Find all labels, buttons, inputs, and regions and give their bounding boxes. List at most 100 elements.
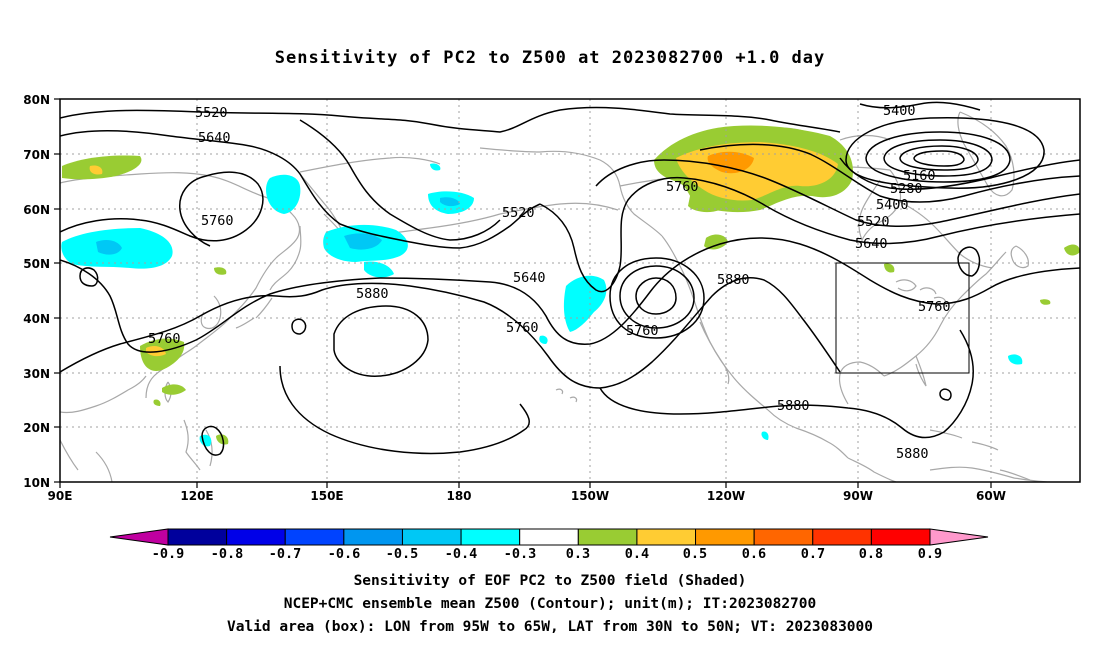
coastline-labrador: [899, 201, 993, 269]
colorbar-box: [636, 528, 697, 546]
coastline-caribbean: [929, 429, 1031, 481]
lat-tick-label: 50N: [23, 257, 50, 271]
coastline-siberia-east: [299, 156, 441, 173]
contour-5760-west-low: [60, 171, 264, 247]
colorbar-box: [167, 528, 228, 546]
colorbar-label: -0.3: [504, 546, 537, 562]
latitude-labels: 80N 70N 60N 50N 40N 30N 20N 10N: [23, 93, 50, 490]
contour-5640-main: [539, 176, 1080, 293]
contour-5880-pacific-high: [333, 305, 429, 377]
colorbar-label: -0.5: [386, 546, 419, 562]
contour-5640-north: [60, 129, 541, 249]
contour-label: 5160: [903, 168, 936, 184]
contour-5520-east: [595, 159, 1080, 227]
colorbar-boxes: [167, 528, 931, 546]
contour-label: 5520: [195, 105, 228, 121]
longitude-labels: 90E 120E 150E 180 150W 120W 90W 60W: [48, 489, 1006, 503]
lon-tick-label: 90W: [843, 489, 873, 503]
coastline-na-east: [883, 251, 1007, 377]
lat-tick-label: 20N: [23, 421, 50, 435]
coastline-japan: [235, 225, 302, 329]
contour-label: 5280: [890, 181, 923, 197]
coastline-baja: [699, 321, 730, 385]
plot-title: Sensitivity of PC2 to Z500 at 2023082700…: [274, 48, 826, 68]
coastline-florida: [915, 355, 927, 387]
contour-5760-main: [60, 237, 1080, 353]
coastline-china-south: [60, 375, 147, 414]
coastline-na-west: [661, 235, 769, 411]
colorbar-box: [401, 528, 462, 546]
contour-5880-subtropic: [60, 276, 841, 389]
colorbar-label: -0.4: [445, 546, 478, 562]
contour-label: 5760: [918, 299, 951, 315]
contour-5760-pacific-low-mid: [619, 265, 695, 329]
positive-sensitivity-regions: [62, 125, 1080, 445]
lat-tick-label: 10N: [23, 476, 50, 490]
coastline-newfoundland: [1010, 245, 1029, 269]
map-area: 5520 5640 5760 5400 5160 5280 5400 5520 …: [60, 99, 1080, 482]
colorbar-box: [284, 528, 345, 546]
contour-5160-low-4: [899, 145, 979, 171]
coastline-central-america: [847, 457, 897, 482]
contour-label: 5880: [356, 286, 389, 302]
colorbar-box: [460, 528, 521, 546]
lat-lon-grid: [60, 99, 1080, 482]
lon-tick-label: 60W: [976, 489, 1006, 503]
caption-line-2: NCEP+CMC ensemble mean Z500 (Contour); u…: [283, 596, 817, 612]
z500-contours: [60, 101, 1080, 456]
colorbar-box: [812, 528, 872, 546]
contour-label: 5520: [857, 214, 890, 230]
lon-tick-label: 120W: [707, 489, 745, 503]
contour-labels: 5520 5640 5760 5400 5160 5280 5400 5520 …: [148, 103, 951, 462]
contour-label: 5640: [198, 130, 231, 146]
coastline-alaska-south: [499, 202, 619, 215]
colorbar-box: [577, 528, 638, 546]
contour-label: 5640: [513, 270, 546, 286]
axis-ticks: [54, 98, 992, 488]
colorbar-label: 0.6: [742, 546, 766, 562]
contour-5160-low-3: [883, 139, 993, 177]
colorbar: -0.9 -0.8 -0.7 -0.6 -0.5 -0.4 -0.3 0.3 0…: [109, 528, 989, 562]
contour-small-low-sea: [291, 318, 307, 335]
colorbar-label: 0.4: [625, 546, 649, 562]
lat-tick-label: 80N: [23, 93, 50, 107]
coastline-hudson-bay: [858, 169, 902, 242]
sensitivity-shading: [61, 125, 1080, 447]
lon-tick-label: 150W: [571, 489, 609, 503]
valid-area-box: [835, 262, 970, 374]
contour-5880-south: [279, 365, 530, 455]
contour-small-atlantic: [939, 388, 952, 401]
contour-label: 5760: [148, 331, 181, 347]
colorbar-box: [519, 528, 579, 546]
colorbar-label: 0.9: [918, 546, 942, 562]
lat-tick-label: 40N: [23, 312, 50, 326]
contour-5280-east: [839, 157, 1080, 190]
contour-5880-southeast: [599, 329, 974, 439]
lon-tick-label: 120E: [180, 489, 213, 503]
colorbar-label: -0.7: [269, 546, 302, 562]
colorbar-box: [753, 528, 814, 546]
lat-tick-label: 70N: [23, 148, 50, 162]
colorbar-label: 0.7: [801, 546, 825, 562]
contour-small-newfoundland: [957, 246, 981, 277]
contour-5520-north: [60, 106, 841, 133]
colorbar-label: 0.8: [859, 546, 883, 562]
coastline-great-lakes: [895, 279, 947, 305]
colorbar-box: [870, 528, 931, 546]
contour-label: 5400: [883, 103, 916, 119]
contour-small-typhoon: [201, 425, 225, 456]
colorbar-label: -0.6: [328, 546, 361, 562]
lon-tick-label: 90E: [48, 489, 73, 503]
colorbar-label: 0.5: [683, 546, 707, 562]
colorbar-label: -0.9: [152, 546, 185, 562]
lon-tick-label: 180: [446, 489, 471, 503]
colorbar-labels: -0.9 -0.8 -0.7 -0.6 -0.5 -0.4 -0.3 0.3 0…: [152, 546, 942, 562]
caption-line-1: Sensitivity of EOF PC2 to Z500 field (Sh…: [353, 573, 747, 589]
contour-label: 5760: [666, 179, 699, 195]
colorbar-label: 0.3: [566, 546, 590, 562]
lat-tick-label: 30N: [23, 367, 50, 381]
coastline-mexico-west: [767, 409, 849, 459]
coastline-philippines: [183, 419, 213, 471]
colorbar-low-triangle: [109, 528, 169, 546]
